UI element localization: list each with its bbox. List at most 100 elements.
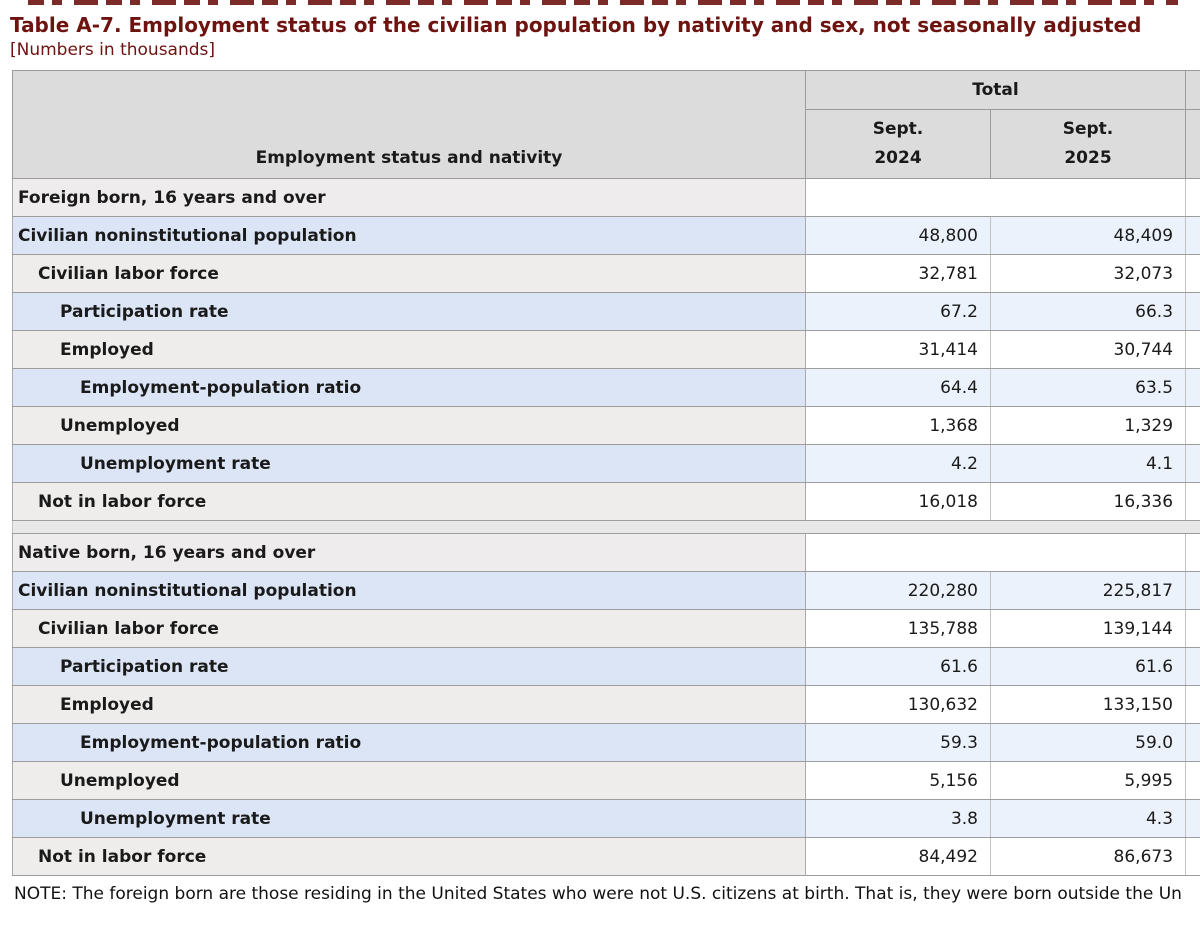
value-cell: 63.5	[989, 368, 1187, 407]
empty-cell	[804, 178, 1187, 217]
page-title: Table A-7. Employment status of the civi…	[10, 13, 1142, 37]
partial-cell	[1185, 533, 1200, 572]
table-row: Unemployment rate 4.2 4.1	[12, 444, 1200, 483]
partial-cell	[1185, 761, 1200, 800]
table-row: Not in labor force 16,018 16,336	[12, 482, 1200, 521]
clipped-text-sliver	[28, 0, 1178, 5]
value-cell: 61.6	[805, 647, 991, 686]
row-label: Unemployed	[12, 406, 806, 445]
value-cell: 67.2	[805, 292, 991, 331]
value-cell: 16,018	[805, 482, 991, 521]
value-cell: 4.3	[989, 799, 1187, 838]
value-cell: 1,329	[989, 406, 1187, 445]
column-header-sept-2024: Sept. 2024	[805, 109, 991, 179]
partial-cell	[1185, 406, 1200, 445]
value-cell: 32,781	[805, 254, 991, 293]
section-separator-row	[11, 520, 1200, 534]
table-row: Unemployed 5,156 5,995	[12, 761, 1200, 800]
row-label: Employed	[12, 685, 806, 724]
value-cell: 48,409	[989, 216, 1187, 255]
table-row: Unemployment rate 3.8 4.3	[12, 799, 1200, 838]
value-cell: 16,336	[989, 482, 1187, 521]
row-label: Unemployment rate	[12, 444, 806, 483]
value-cell: 130,632	[805, 685, 991, 724]
value-cell: 3.8	[805, 799, 991, 838]
row-label: Civilian labor force	[12, 609, 806, 648]
page-subtitle: [Numbers in thousands]	[10, 40, 216, 60]
partial-cell	[1185, 609, 1200, 648]
partial-cell	[1185, 837, 1200, 876]
value-cell: 86,673	[989, 837, 1187, 876]
value-cell: 32,073	[989, 254, 1187, 293]
table-body: Foreign born, 16 years and over Civilian…	[11, 178, 1200, 876]
partial-cell	[1185, 482, 1200, 521]
table-row: Participation rate 61.6 61.6	[12, 647, 1200, 686]
table-row: Civilian noninstitutional population 220…	[12, 571, 1200, 610]
value-cell: 133,150	[989, 685, 1187, 724]
value-cell: 135,788	[805, 609, 991, 648]
table-row: Employment-population ratio 64.4 63.5	[12, 368, 1200, 407]
row-label: Not in labor force	[12, 482, 806, 521]
partial-column-header	[1185, 70, 1200, 110]
value-cell: 59.3	[805, 723, 991, 762]
table-note: NOTE: The foreign born are those residin…	[14, 884, 1182, 904]
partial-cell	[1185, 216, 1200, 255]
table-row: Civilian labor force 32,781 32,073	[12, 254, 1200, 293]
row-label: Employment-population ratio	[12, 723, 806, 762]
partial-cell	[1185, 178, 1200, 217]
row-label: Employed	[12, 330, 806, 369]
table-row: Employment-population ratio 59.3 59.0	[12, 723, 1200, 762]
value-cell: 59.0	[989, 723, 1187, 762]
value-cell: 31,414	[805, 330, 991, 369]
table-row: Not in labor force 84,492 86,673	[12, 837, 1200, 876]
value-cell: 64.4	[805, 368, 991, 407]
partial-cell	[1185, 292, 1200, 331]
value-cell: 4.2	[805, 444, 991, 483]
partial-cell	[1185, 799, 1200, 838]
stub-column-header: Employment status and nativity	[12, 70, 806, 179]
group-header-total: Total	[804, 70, 1187, 110]
value-cell: 4.1	[989, 444, 1187, 483]
employment-status-table: Employment status and nativity Total Sep…	[11, 70, 1200, 876]
partial-cell	[1185, 254, 1200, 293]
partial-cell	[1185, 444, 1200, 483]
table-row: Unemployed 1,368 1,329	[12, 406, 1200, 445]
table-row: Civilian noninstitutional population 48,…	[12, 216, 1200, 255]
column-header-row: Sept. 2024 Sept. 2025	[13, 109, 1200, 179]
table-row: Participation rate 67.2 66.3	[12, 292, 1200, 331]
partial-cell	[1185, 330, 1200, 369]
partial-cell	[1185, 723, 1200, 762]
partial-cell	[1185, 571, 1200, 610]
empty-cell	[804, 533, 1187, 572]
value-cell: 225,817	[989, 571, 1187, 610]
value-cell: 30,744	[989, 330, 1187, 369]
separator-cell	[11, 520, 1200, 534]
value-cell: 139,144	[989, 609, 1187, 648]
value-cell: 5,995	[989, 761, 1187, 800]
partial-cell	[1185, 647, 1200, 686]
row-label: Unemployment rate	[12, 799, 806, 838]
table-row: Employed 130,632 133,150	[12, 685, 1200, 724]
section-label: Native born, 16 years and over	[12, 533, 806, 572]
row-label: Employment-population ratio	[12, 368, 806, 407]
column-header-sept-2025: Sept. 2025	[989, 109, 1187, 179]
section-header-row-native-born: Native born, 16 years and over	[12, 533, 1200, 572]
table-row: Civilian labor force 135,788 139,144	[12, 609, 1200, 648]
value-cell: 1,368	[805, 406, 991, 445]
row-label: Civilian noninstitutional population	[12, 571, 806, 610]
row-label: Civilian noninstitutional population	[12, 216, 806, 255]
row-label: Unemployed	[12, 761, 806, 800]
section-label: Foreign born, 16 years and over	[12, 178, 806, 217]
value-cell: 66.3	[989, 292, 1187, 331]
group-header-row: Employment status and nativity Total	[12, 70, 1200, 179]
table-header: Employment status and nativity Total Sep…	[12, 70, 1200, 179]
row-label: Civilian labor force	[12, 254, 806, 293]
value-cell: 220,280	[805, 571, 991, 610]
value-cell: 5,156	[805, 761, 991, 800]
value-cell: 48,800	[805, 216, 991, 255]
value-cell: 84,492	[805, 837, 991, 876]
row-label: Not in labor force	[12, 837, 806, 876]
row-label: Participation rate	[12, 292, 806, 331]
partial-column-header	[1185, 109, 1200, 179]
table-row: Employed 31,414 30,744	[12, 330, 1200, 369]
